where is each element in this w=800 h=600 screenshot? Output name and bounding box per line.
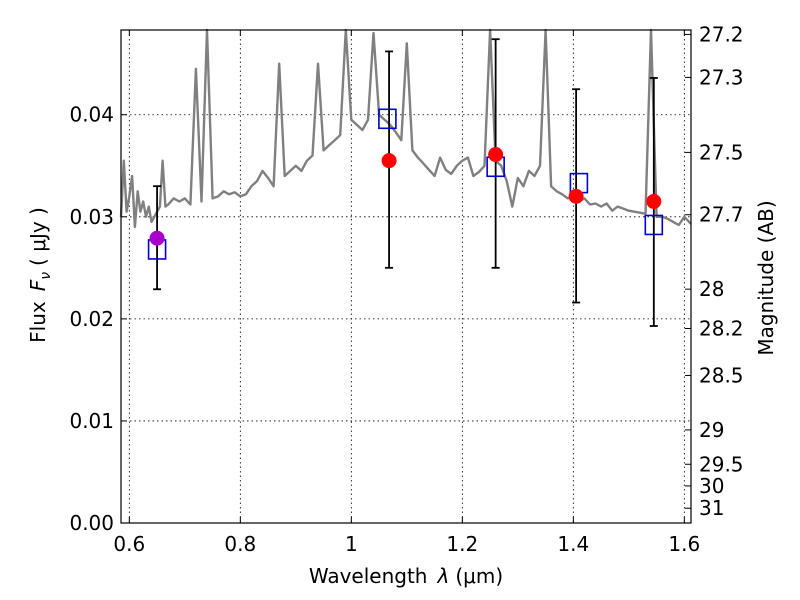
magnitude-tick-label: 30 bbox=[699, 474, 724, 498]
y-tick-label: 0.00 bbox=[69, 511, 114, 535]
model-photometry-square bbox=[378, 108, 397, 130]
magnitude-tick-label: 27.2 bbox=[699, 22, 744, 46]
magnitude-tick-label: 28.5 bbox=[699, 363, 744, 387]
y-tick-labels: 0.00 0.01 0.02 0.03 0.04 bbox=[69, 103, 114, 535]
x-tick-labels: 0.6 0.8 1 1.2 1.4 1.6 bbox=[113, 532, 700, 556]
x-tick-label: 0.6 bbox=[113, 532, 145, 556]
magnitude-tick-label: 27.3 bbox=[699, 65, 744, 89]
x-tick-label: 1.6 bbox=[668, 532, 700, 556]
observed-photometry-point bbox=[488, 147, 504, 163]
x-tick-label: 0.8 bbox=[224, 532, 256, 556]
magnitude-axis-label: Magnitude (AB) bbox=[754, 200, 778, 355]
observed-photometry-point bbox=[568, 188, 584, 204]
y-tick-label: 0.04 bbox=[69, 103, 114, 127]
x-axis-label: Wavelength λ (μm) bbox=[309, 564, 503, 588]
observed-photometry-point bbox=[646, 193, 662, 209]
magnitude-tick-label: 28 bbox=[699, 277, 724, 301]
y-tick-label: 0.03 bbox=[69, 205, 114, 229]
x-tick-label: 1.2 bbox=[446, 532, 478, 556]
observed-photometry-point bbox=[381, 153, 397, 169]
magnitude-tick-label: 27.5 bbox=[699, 140, 744, 164]
magnitude-tick-label: 28.2 bbox=[699, 316, 744, 340]
y-axis-label-subscript: ν bbox=[38, 272, 54, 280]
x-tick-label: 1 bbox=[345, 532, 358, 556]
y-axis-label-unit: ( μJy ) bbox=[26, 207, 50, 266]
magnitude-tick-label: 29.5 bbox=[699, 452, 744, 476]
model-photometry-square bbox=[644, 214, 664, 236]
grid bbox=[121, 30, 691, 523]
x-axis-label-symbol: λ bbox=[437, 564, 450, 588]
y-tick-label: 0.01 bbox=[69, 409, 114, 433]
spectrum-layer bbox=[119, 28, 692, 229]
y-axis-label-symbol: F bbox=[26, 279, 50, 291]
x-tick-label: 1.4 bbox=[557, 532, 589, 556]
markers bbox=[147, 108, 664, 260]
y-axis-label: Flux Fν ( μJy ) bbox=[26, 207, 54, 343]
plot-frame bbox=[120, 29, 692, 524]
ticks bbox=[121, 30, 691, 524]
y-tick-label: 0.02 bbox=[69, 307, 114, 331]
series-line-model-spectrum bbox=[119, 28, 692, 229]
magnitude-tick-label: 29 bbox=[699, 418, 724, 442]
magnitude-tick-label: 27.7 bbox=[699, 203, 744, 227]
observed-photometry-point bbox=[149, 230, 165, 246]
y-axis-label-text: Flux bbox=[26, 301, 50, 343]
x-axis-label-unit: (μm) bbox=[455, 564, 503, 588]
x-axis-label-text: Wavelength bbox=[309, 564, 428, 588]
magnitude-tick-label: 31 bbox=[699, 496, 724, 520]
